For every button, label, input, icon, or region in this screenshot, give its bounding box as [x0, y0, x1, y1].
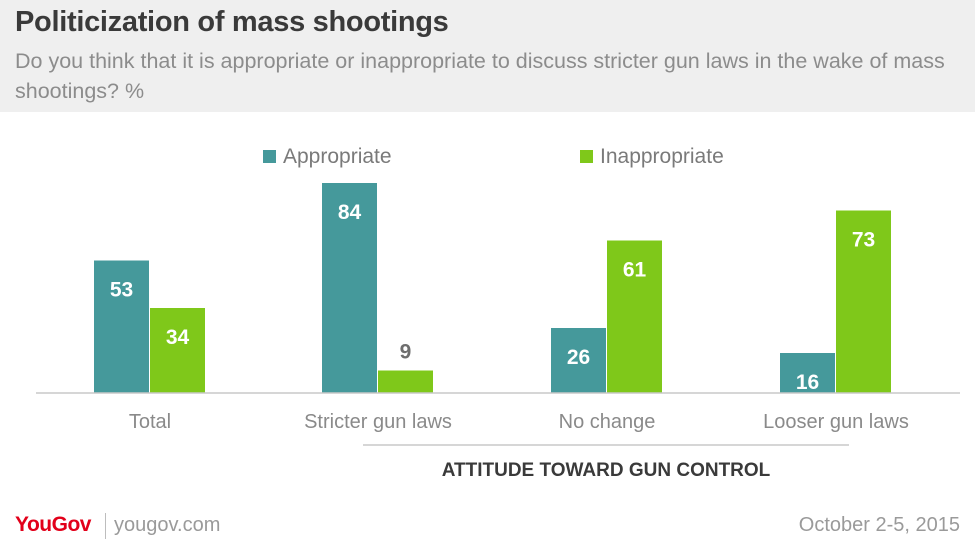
- data-label-inappropriate: 34: [166, 326, 190, 349]
- data-label-appropriate: 53: [110, 279, 133, 302]
- header: Politicization of mass shootings Do you …: [0, 0, 975, 112]
- bar-inappropriate: [378, 370, 433, 393]
- data-label-inappropriate: 9: [400, 341, 412, 364]
- footer-site-link[interactable]: yougov.com: [114, 514, 221, 536]
- legend-label-inappropriate: Inappropriate: [600, 145, 724, 168]
- bar-inappropriate: [836, 210, 891, 393]
- legend-label-appropriate: Appropriate: [283, 145, 392, 168]
- data-label-appropriate: 84: [338, 201, 362, 224]
- bar-inappropriate: [150, 308, 205, 393]
- bar-inappropriate: [607, 240, 662, 393]
- bar-appropriate: [94, 260, 149, 393]
- category-label: Looser gun laws: [763, 411, 909, 433]
- data-label-appropriate: 26: [567, 346, 590, 369]
- chart-subtitle: Do you think that it is appropriate or i…: [15, 49, 945, 103]
- footer-divider: [105, 513, 106, 539]
- footer-date: October 2-5, 2015: [798, 514, 960, 536]
- bar-appropriate: [322, 183, 377, 393]
- data-label-inappropriate: 73: [852, 229, 875, 252]
- bar-appropriate: [780, 353, 835, 393]
- legend-swatch-appropriate: [263, 150, 276, 163]
- legend-swatch-inappropriate: [580, 150, 593, 163]
- data-label-inappropriate: 61: [623, 259, 647, 282]
- data-label-appropriate: 16: [796, 371, 819, 394]
- group-label: ATTITUDE TOWARD GUN CONTROL: [442, 460, 771, 481]
- chart-title: Politicization of mass shootings: [15, 6, 449, 38]
- category-label: Total: [129, 411, 171, 433]
- bar-appropriate: [551, 328, 606, 393]
- yougov-logo: YouGov: [15, 513, 91, 536]
- category-label: No change: [559, 411, 656, 433]
- bar-chart: Appropriate Inappropriate 53 34 Total 84 9 Stri…: [36, 145, 960, 481]
- category-label: Stricter gun laws: [304, 411, 452, 433]
